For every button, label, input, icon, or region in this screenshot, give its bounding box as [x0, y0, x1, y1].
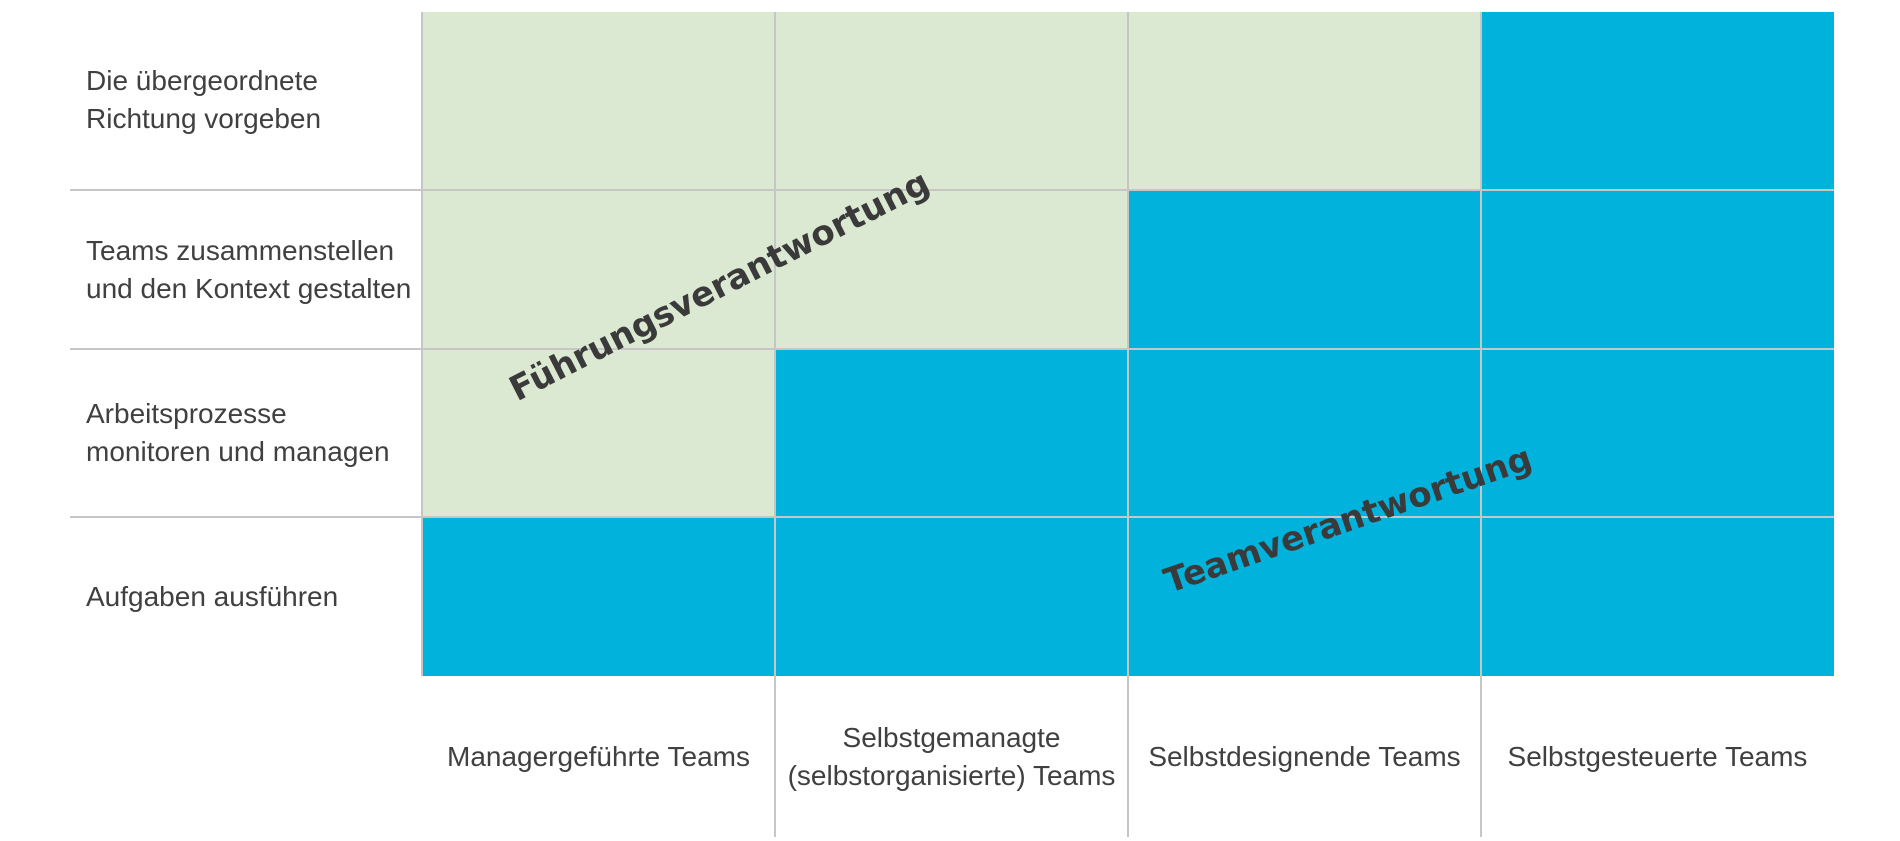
cell-r3-c1	[422, 349, 775, 517]
row-divider	[70, 516, 1834, 518]
row-divider	[70, 348, 1834, 350]
cell-r1-c3	[1128, 12, 1481, 189]
cell-r2-c2	[775, 189, 1128, 349]
column-label-self-managed: Selbstgemanagte (selbstorganisierte) Tea…	[787, 722, 1116, 791]
column-divider	[421, 12, 423, 676]
column-divider	[1480, 12, 1482, 837]
column-label-self-governing: Selbstgesteuerte Teams	[1507, 741, 1808, 772]
column-divider	[774, 12, 776, 837]
cell-r3-c3	[1128, 349, 1481, 517]
row-label-process-monitoring: Arbeitsprozesse monitoren und managen	[86, 398, 390, 467]
row-label-direction: Die übergeordnete Richtung vorgeben	[86, 65, 322, 134]
cell-r1-c2	[775, 12, 1128, 189]
cell-r3-c2	[775, 349, 1128, 517]
row-label-task-execution: Aufgaben ausführen	[86, 581, 339, 612]
cell-r2-c3	[1128, 189, 1481, 349]
cell-r4-c2	[775, 517, 1128, 676]
cell-r1-c1	[422, 12, 775, 189]
row-label-team-composition: Teams zusammenstellen und den Kontext ge…	[86, 234, 412, 304]
row-divider	[70, 189, 1834, 191]
cell-r4-c4	[1481, 517, 1834, 676]
cell-r4-c1	[422, 517, 775, 676]
cell-r1-c4	[1481, 12, 1834, 189]
cell-r2-c1	[422, 189, 775, 349]
column-divider	[1127, 12, 1129, 837]
column-label-manager-led: Managergeführte Teams	[447, 741, 750, 772]
column-label-self-designing: Selbstdesignende Teams	[1148, 741, 1461, 772]
cell-r3-c4	[1481, 349, 1834, 517]
cell-r2-c4	[1481, 189, 1834, 349]
cell-r4-c3	[1128, 517, 1481, 676]
